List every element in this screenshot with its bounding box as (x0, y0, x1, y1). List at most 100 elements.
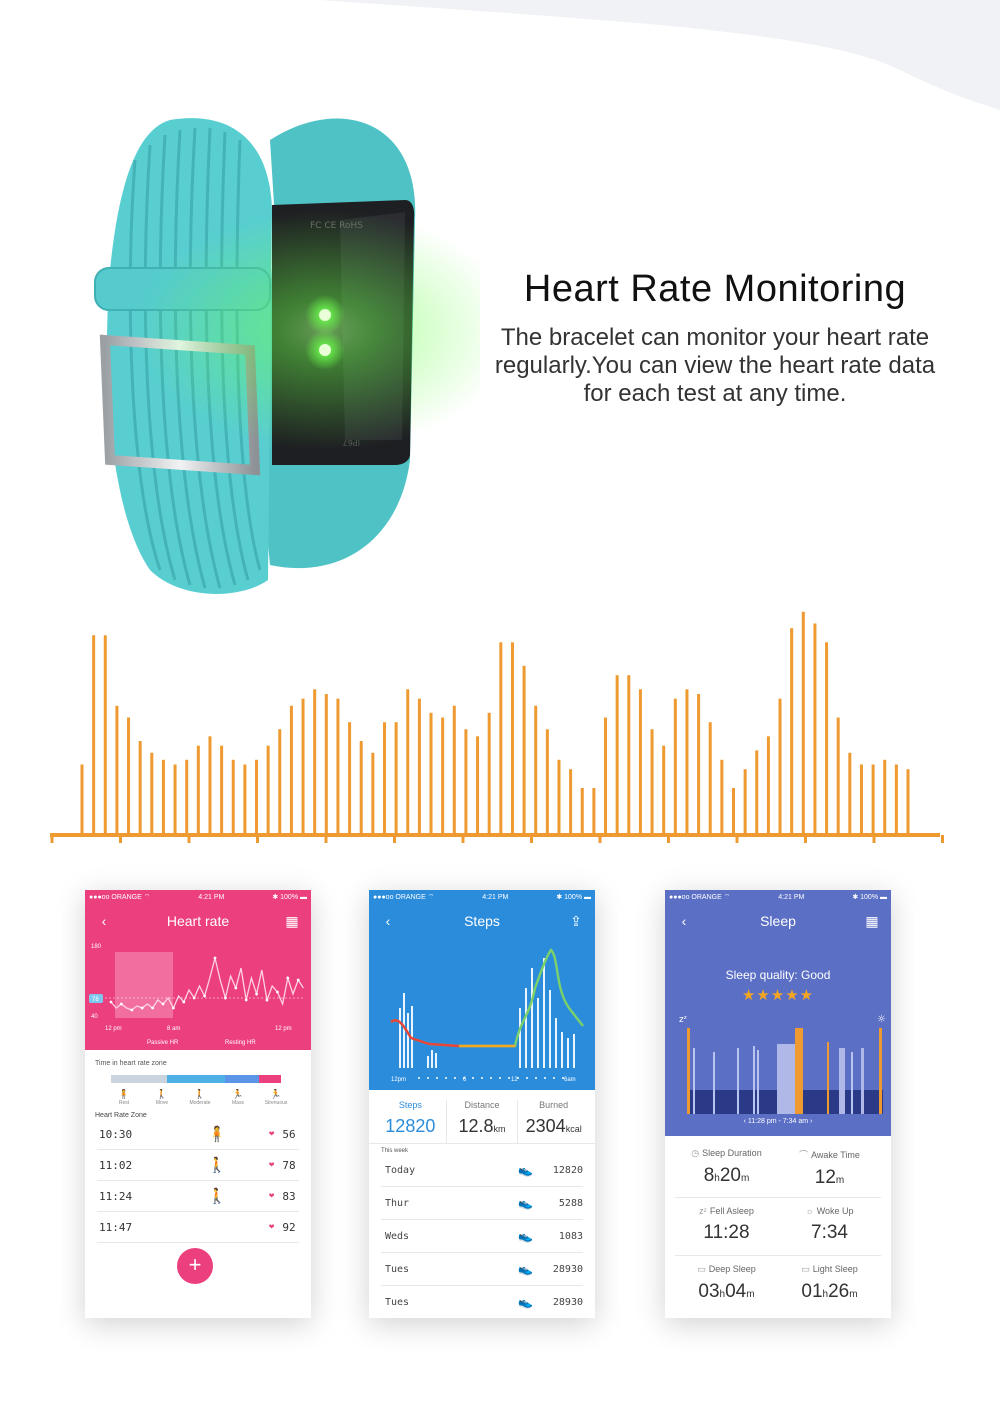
waveform-bar (662, 745, 666, 835)
add-button[interactable]: + (177, 1248, 213, 1284)
waveform-bar (627, 675, 631, 835)
back-chevron-icon[interactable]: ‹ (101, 913, 107, 929)
stat-label: Steps (398, 1100, 422, 1110)
waveform-bar (336, 698, 340, 835)
row-bpm: 92 (282, 1220, 296, 1234)
back-chevron-icon[interactable]: ‹ (385, 913, 391, 929)
row-time: 11:02 (99, 1158, 133, 1172)
axis-dot (463, 1077, 465, 1079)
stat-value-main: 7:34 (811, 1222, 848, 1243)
sleep-bar (839, 1048, 845, 1114)
heart-rate-point (255, 992, 258, 996)
stand-icon: 🧍 (118, 1089, 130, 1099)
row-day: Today (385, 1164, 416, 1176)
stat-unit: kcal (565, 1124, 582, 1134)
zone-segment (224, 1075, 259, 1083)
sleep-bar (687, 1028, 690, 1114)
sleep-bar (737, 1048, 739, 1114)
list-item[interactable]: 10:30 🧍 ❤ 56 (97, 1119, 299, 1150)
legend-passive: Passive HR (147, 1040, 179, 1046)
sleep-bar (827, 1042, 829, 1114)
list-item[interactable]: 11:02 🚶 ❤ 78 (97, 1150, 299, 1181)
list-item[interactable]: Thur 👟 5288 (381, 1187, 583, 1220)
stat-unit: km (493, 1124, 506, 1134)
waveform-bar (464, 729, 468, 835)
waveform-bar (615, 675, 619, 835)
waveform-bar (755, 750, 759, 835)
waveform-bar (522, 665, 526, 835)
y-mid-badge (89, 994, 103, 1003)
steps-trend-line (390, 948, 584, 1048)
axis-dot (445, 1077, 447, 1079)
share-icon[interactable]: ⇪ (570, 912, 582, 929)
waveform-bar (894, 764, 898, 835)
sleep-range[interactable]: ‹ 11:28 pm - 7:34 am › (743, 1118, 813, 1125)
waveform-bar (382, 722, 386, 835)
stat-steps[interactable]: Steps 12820 (375, 1100, 446, 1143)
waveform-bar (150, 752, 154, 835)
sleep-quality: Sleep quality: Good (725, 968, 831, 982)
stat-unit: m (740, 1173, 750, 1184)
zone-mass: 🏃 Mass (219, 1089, 257, 1106)
sleep-bar (713, 1052, 715, 1114)
stat-label-text: Deep Sleep (708, 1264, 756, 1274)
waveform-bar (266, 745, 270, 835)
walk-fast-icon: 🚶 (194, 1089, 206, 1099)
shoe-icon: 👟 (518, 1229, 533, 1243)
axis-dot (418, 1077, 420, 1079)
stat-label: ▭ Deep Sleep (675, 1264, 778, 1275)
steps-bar (407, 1013, 409, 1068)
stat-label-text: Awake Time (811, 1150, 860, 1160)
stat-value: 2304kcal (518, 1116, 589, 1137)
waveform-bar (790, 628, 794, 835)
waveform-bar (825, 642, 829, 835)
steps-trend-low (390, 1019, 460, 1048)
axis-dot (517, 1077, 519, 1079)
stat-number: 12820 (385, 1116, 436, 1136)
stat-fell-asleep: zᶻ Fell Asleep 11:28 (675, 1198, 778, 1256)
list-item[interactable]: Today 👟 12820 (381, 1154, 583, 1187)
calendar-icon[interactable]: ▦ (865, 912, 879, 929)
stat-distance[interactable]: Distance 12.8km (445, 1100, 519, 1143)
steps-bar (427, 1056, 429, 1068)
shoe-icon: 👟 (518, 1196, 533, 1210)
waveform-bar (301, 698, 305, 835)
heart-rate-point (109, 1000, 113, 1004)
sleep-bar (851, 1052, 853, 1114)
heart-rate-point (244, 998, 248, 1002)
sleep-header: ●●●oo ORANGE ⌔ 4:21 PM ✱ 100% ▬ ‹ Sleep … (665, 890, 891, 1136)
sleep-screen: ●●●oo ORANGE ⌔ 4:21 PM ✱ 100% ▬ ‹ Sleep … (665, 890, 891, 1318)
sleep-bar (879, 1028, 882, 1114)
list-item[interactable]: Weds 👟 1083 (381, 1220, 583, 1253)
week-label: This week (381, 1148, 409, 1154)
zone-segment (111, 1075, 168, 1083)
sprint-icon: 🏃 (270, 1089, 282, 1099)
zone-label: Strenuous (264, 1100, 288, 1106)
list-item[interactable]: Tues 👟 28930 (381, 1253, 583, 1286)
waveform-bar (743, 769, 747, 835)
sleep-bar (753, 1046, 755, 1114)
walk-fast-icon: 🚶 (207, 1187, 227, 1205)
steps-bar (531, 968, 533, 1068)
list-item[interactable]: Tues 👟 28930 (381, 1286, 583, 1318)
sleep-chart: zᶻ ☼ (679, 1014, 886, 1114)
waveform-bar (220, 745, 224, 835)
list-item[interactable]: 11:47 ❤ 92 (97, 1212, 299, 1243)
hero-description-line: The bracelet can monitor your heart rate (500, 324, 930, 351)
heart-icon: ❤ (269, 1160, 275, 1170)
sleep-bar (757, 1050, 759, 1114)
calendar-icon[interactable]: ▦ (285, 912, 299, 929)
stand-icon: 🧍 (207, 1125, 227, 1143)
steps-bar (555, 1018, 557, 1068)
stat-burned[interactable]: Burned 2304kcal (518, 1100, 589, 1143)
waveform-bar (720, 759, 724, 835)
heart-rate-point (120, 1002, 123, 1006)
stat-label-text: Woke Up (816, 1206, 854, 1216)
screen-title: Heart rate (166, 913, 230, 929)
back-chevron-icon[interactable]: ‹ (681, 913, 687, 929)
sun-icon: ☼ (805, 1206, 814, 1216)
stat-label: Burned (539, 1100, 569, 1110)
list-item[interactable]: 11:24 🚶 ❤ 83 (97, 1181, 299, 1212)
waveform-bar (103, 635, 107, 835)
row-bpm: 78 (282, 1158, 296, 1172)
